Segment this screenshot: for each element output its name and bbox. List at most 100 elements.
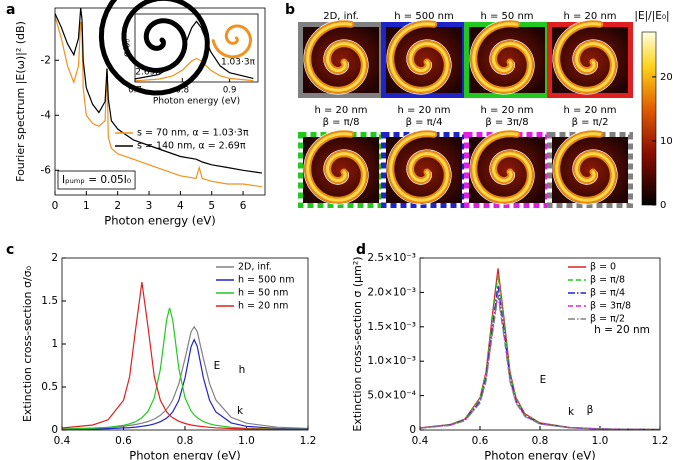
x-tick-label: 0.8: [176, 86, 190, 96]
y-axis-label: Extinction cross-section σ (μm²): [351, 256, 364, 431]
colorbar-tick-label: 0: [660, 200, 666, 211]
annotation: 1.03·3π: [221, 58, 256, 68]
tile-label: β = π/8: [323, 117, 360, 128]
annotation: Iₚᵤₘₚ = 0.05I₀: [62, 174, 131, 186]
legend-label: β = π/4: [590, 288, 625, 299]
panel-letter: b: [285, 2, 295, 18]
plot-area: [420, 258, 660, 430]
tile-label: 2D, inf.: [323, 11, 359, 22]
y-tick-label: 1.5: [41, 295, 58, 307]
y-tick-label: 0: [409, 424, 416, 436]
field-tile: [547, 19, 633, 98]
annotation: k: [237, 405, 244, 417]
tile-label: h = 20 nm: [397, 105, 450, 116]
tile-label: h = 20 nm: [314, 105, 367, 116]
x-tick-label: 0.6: [472, 435, 489, 447]
colorbar-label: |E|/|E₀|: [634, 10, 669, 22]
legend-label: h = 20 nm: [238, 301, 288, 312]
spiral: [472, 22, 532, 92]
spiral: [552, 19, 618, 95]
field-tile: [298, 129, 384, 208]
spiral: [469, 129, 535, 205]
spiral: [303, 19, 369, 95]
legend-label: s = 70 nm, α = 1.03·3π: [137, 128, 249, 139]
y-tick-label: -4: [41, 109, 52, 121]
legend-label: β = 3π/8: [590, 301, 631, 312]
x-tick-label: 0.8: [177, 435, 194, 447]
spiral: [303, 129, 369, 205]
field-tile: [464, 129, 550, 208]
tile-label: β = π/2: [572, 117, 609, 128]
series-line: [55, 16, 262, 188]
annotation: h: [239, 364, 246, 376]
x-tick-label: 0.4: [412, 435, 429, 447]
panel-letter: c: [6, 242, 14, 258]
x-tick-label: 1.0: [592, 435, 609, 447]
spiral: [386, 19, 452, 95]
spiral: [555, 132, 615, 202]
panel-letter: a: [6, 2, 15, 18]
plot-area: [62, 258, 308, 430]
series-line: [420, 295, 660, 430]
legend-label: 2D, inf.: [238, 262, 272, 273]
x-axis-label: Photon energy (eV): [153, 97, 240, 107]
x-tick-label: 0.4: [54, 435, 71, 447]
spiral: [306, 22, 366, 92]
x-tick-label: 4: [177, 200, 184, 212]
tile-label: h = 50 nm: [480, 11, 533, 22]
x-tick-label: 3: [146, 200, 153, 212]
x-tick-label: 1.2: [652, 435, 669, 447]
legend-label: h = 500 nm: [238, 275, 294, 286]
tile-label: β = π/4: [406, 117, 443, 128]
y-tick-label: 0: [51, 424, 58, 436]
x-axis-label: Photon energy (eV): [129, 449, 240, 460]
y-tick-label: 1.5×10⁻³: [367, 321, 416, 333]
spiral: [98, 0, 210, 96]
spiral: [306, 132, 366, 202]
series-line: [62, 307, 308, 430]
series-line: [55, 8, 262, 174]
y-tick-label: -2: [41, 54, 51, 66]
x-tick-label: 6: [240, 200, 247, 212]
spiral: [386, 129, 452, 205]
y-tick-label: 1.0×10⁻³: [367, 355, 416, 367]
legend-label: h = 50 nm: [238, 288, 288, 299]
x-tick-label: 0.8: [532, 435, 549, 447]
tile-label: h = 500 nm: [394, 11, 453, 22]
spiral: [472, 132, 532, 202]
y-tick-label: 1: [51, 338, 58, 350]
spiral: [552, 129, 618, 205]
plot-frame: [54, 7, 266, 196]
colorbar-tick-label: 20: [660, 72, 673, 83]
spiral: [211, 24, 253, 59]
x-tick-label: 0.9: [223, 86, 237, 96]
plot-frame: [419, 257, 661, 431]
legend-label: β = 0: [590, 262, 616, 273]
x-axis-label: Photon energy (eV): [484, 449, 595, 460]
spiral: [389, 132, 449, 202]
plot-frame: [61, 257, 309, 431]
series-line: [62, 338, 308, 430]
annotation: h = 20 nm: [594, 324, 650, 336]
annotation: E: [214, 360, 221, 372]
annotation: β: [587, 404, 594, 416]
x-tick-label: 1.0: [238, 435, 255, 447]
x-tick-label: 2: [114, 200, 121, 212]
y-tick-label: 0.5: [41, 381, 58, 393]
tile-label: h = 20 nm: [563, 11, 616, 22]
spiral: [555, 22, 615, 92]
field-tile: [381, 129, 467, 208]
field-tile: [298, 19, 384, 98]
spiral: [389, 22, 449, 92]
legend-label: β = π/8: [590, 275, 625, 286]
annotation: E: [540, 374, 547, 386]
field-tile: [547, 129, 633, 208]
panel-letter: d: [356, 242, 366, 258]
colorbar-tick-label: 10: [660, 136, 673, 147]
tile-label: β = 3π/8: [485, 117, 528, 128]
legend-label: s = 140 nm, α = 2.69π: [137, 141, 246, 152]
annotation: 2.69π: [135, 68, 161, 78]
x-tick-label: 5: [208, 200, 215, 212]
